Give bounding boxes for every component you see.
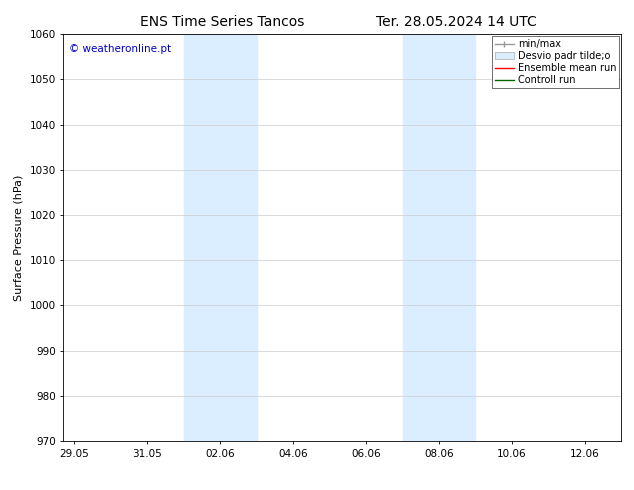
Y-axis label: Surface Pressure (hPa): Surface Pressure (hPa) xyxy=(14,174,24,301)
Bar xyxy=(184,34,257,441)
Text: Ter. 28.05.2024 14 UTC: Ter. 28.05.2024 14 UTC xyxy=(376,15,537,29)
Bar xyxy=(403,34,476,441)
Legend: min/max, Desvio padr tilde;o, Ensemble mean run, Controll run: min/max, Desvio padr tilde;o, Ensemble m… xyxy=(492,36,619,88)
Text: © weatheronline.pt: © weatheronline.pt xyxy=(69,45,171,54)
Text: ENS Time Series Tancos: ENS Time Series Tancos xyxy=(139,15,304,29)
